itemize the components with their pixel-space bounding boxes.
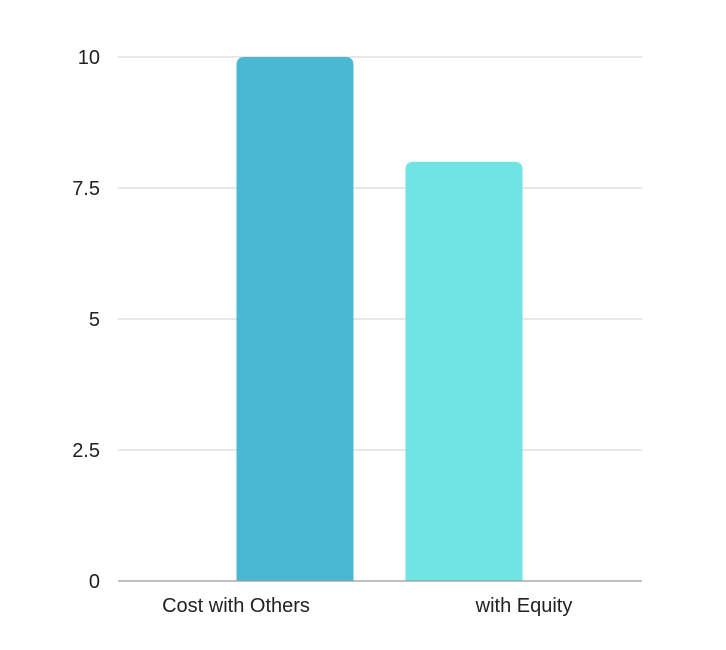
bar-1 — [236, 57, 354, 581]
y-tick-label: 5 — [89, 309, 100, 331]
grid-layer — [118, 56, 642, 451]
x-category-label: Cost with Others — [162, 595, 310, 617]
x-category-label: with Equity — [475, 595, 573, 617]
x-axis-labels: Cost with Others with Equity — [162, 595, 572, 617]
y-axis-ticks: 0 2.5 5 7.5 10 — [72, 47, 100, 593]
bars — [236, 57, 523, 582]
y-tick-label: 10 — [78, 47, 100, 69]
y-tick-label: 2.5 — [72, 440, 100, 462]
y-tick-label: 7.5 — [72, 178, 100, 200]
y-tick-label: 0 — [89, 571, 100, 593]
bar-2 — [405, 161, 523, 582]
